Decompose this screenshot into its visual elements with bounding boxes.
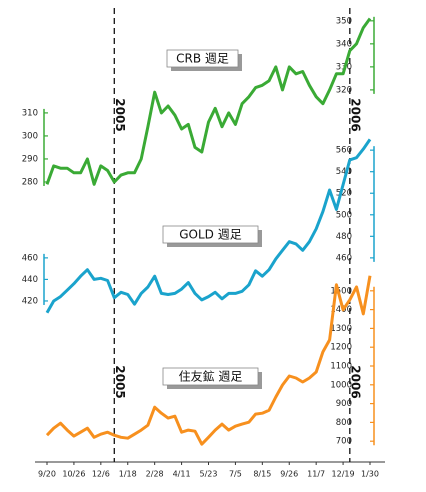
y-tick-label: 290 xyxy=(22,154,38,164)
x-tick-label: 1/30 xyxy=(361,470,379,479)
y-tick-label: 310 xyxy=(22,108,38,118)
y-tick-label: 540 xyxy=(336,167,352,177)
legend-label: 住友鉱 週足 xyxy=(179,369,243,384)
x-tick-label: 5/23 xyxy=(200,470,218,479)
year-label: 2005 xyxy=(113,365,127,398)
y-tick-label: 420 xyxy=(22,296,38,306)
y-tick-label: 1100 xyxy=(330,362,352,372)
year-label: 2006 xyxy=(348,365,362,398)
y-tick-label: 800 xyxy=(336,418,352,428)
x-tick-label: 9/20 xyxy=(38,470,56,479)
x-tick-label: 12/19 xyxy=(332,470,355,479)
y-tick-label: 1300 xyxy=(330,324,352,334)
x-tick-label: 11/7 xyxy=(307,470,325,479)
y-tick-label: 440 xyxy=(22,275,38,285)
y-tick-label: 460 xyxy=(336,253,352,263)
y-tick-label: 1400 xyxy=(330,305,352,315)
y-tick-label: 350 xyxy=(336,16,352,26)
y-tick-label: 480 xyxy=(336,232,352,242)
legend-box xyxy=(162,225,259,244)
x-tick-label: 7/5 xyxy=(229,470,242,479)
y-tick-label: 340 xyxy=(336,39,352,49)
legend-box xyxy=(162,367,259,386)
y-tick-label: 300 xyxy=(22,131,38,141)
y-tick-label: 1500 xyxy=(330,286,352,296)
y-tick-label: 1000 xyxy=(330,380,352,390)
x-tick-label: 8/15 xyxy=(253,470,271,479)
x-tick-label: 10/26 xyxy=(62,470,85,479)
legend-label: GOLD 週足 xyxy=(179,228,242,242)
y-tick-label: 1200 xyxy=(330,343,352,353)
y-tick-label: 900 xyxy=(336,399,352,409)
x-tick-label: 1/18 xyxy=(119,470,137,479)
series-line xyxy=(45,138,372,314)
x-tick-label: 2/28 xyxy=(146,470,164,479)
y-tick-label: 560 xyxy=(336,146,352,156)
y-tick-label: 320 xyxy=(336,85,352,95)
y-tick-label: 500 xyxy=(336,210,352,220)
series-line xyxy=(45,17,372,186)
year-label: 2006 xyxy=(348,98,362,131)
x-tick-label: 4/11 xyxy=(173,470,191,479)
series-line xyxy=(45,275,372,446)
y-tick-label: 520 xyxy=(336,189,352,199)
legend-label: CRB 週足 xyxy=(176,52,229,66)
y-tick-label: 700 xyxy=(336,437,352,447)
y-tick-label: 460 xyxy=(22,253,38,263)
y-tick-label: 280 xyxy=(22,177,38,187)
x-tick-label: 12/6 xyxy=(92,470,110,479)
year-label: 2005 xyxy=(113,98,127,131)
legend-box xyxy=(166,49,239,68)
x-tick-label: 9/26 xyxy=(280,470,298,479)
